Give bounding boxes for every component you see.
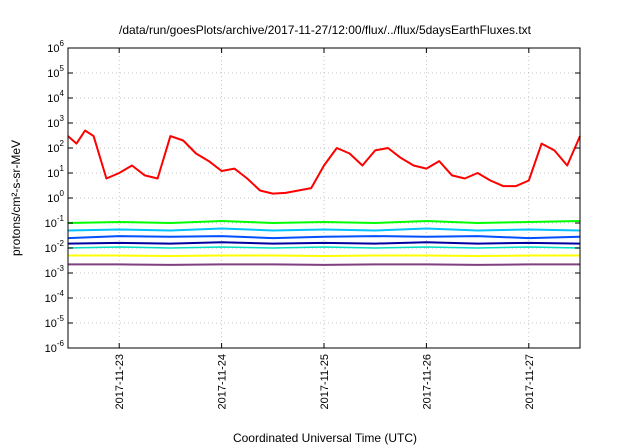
y-tick-exponent: 5 xyxy=(60,64,65,73)
x-tick-labels: 2017-11-23 2017-11-24 2017-11-25 2017-11-26… xyxy=(114,48,536,409)
y-tick-label: 101 xyxy=(47,164,64,180)
y-tick-label: 10-6 xyxy=(45,339,65,355)
y-tick-label: 106 xyxy=(47,39,64,55)
y-tick-base: 10 xyxy=(45,318,57,330)
x-tick-label: 2017-11-23 xyxy=(114,354,126,409)
x-tick-label: 2017-11-27 xyxy=(524,354,536,409)
y-tick-base: 10 xyxy=(47,193,59,205)
series-line-7 xyxy=(68,254,580,257)
y-tick-exponent: -4 xyxy=(57,289,65,298)
y-tick-label: 10-2 xyxy=(45,239,65,255)
y-tick-labels: 10-610-510-410-310-210-11001011021031041… xyxy=(45,39,580,355)
y-tick-exponent: 4 xyxy=(60,89,65,98)
series-line-4 xyxy=(67,235,581,240)
series-line-5 xyxy=(67,241,581,245)
series-line-2 xyxy=(67,220,581,224)
y-axis-label: protons/cm²-s-sr-MeV xyxy=(9,140,23,256)
y-tick-exponent: 3 xyxy=(60,114,65,123)
y-tick-label: 10-1 xyxy=(45,214,65,230)
y-tick-exponent: 0 xyxy=(60,189,65,198)
y-tick-label: 105 xyxy=(47,64,64,80)
y-tick-base: 10 xyxy=(45,243,57,255)
y-tick-exponent: 6 xyxy=(60,39,65,48)
y-tick-label: 102 xyxy=(47,139,64,155)
y-tick-exponent: -5 xyxy=(57,314,65,323)
y-tick-base: 10 xyxy=(47,143,59,155)
y-tick-base: 10 xyxy=(47,43,59,55)
series-line-6 xyxy=(67,246,581,249)
y-tick-exponent: -1 xyxy=(57,214,65,223)
y-tick-label: 104 xyxy=(47,89,64,105)
y-tick-label: 100 xyxy=(47,189,64,205)
y-tick-base: 10 xyxy=(47,118,59,130)
y-tick-base: 10 xyxy=(45,268,57,280)
y-tick-label: 10-3 xyxy=(45,264,65,280)
y-tick-label: 103 xyxy=(47,114,64,130)
y-tick-base: 10 xyxy=(47,68,59,80)
y-tick-exponent: 1 xyxy=(60,164,65,173)
y-tick-base: 10 xyxy=(47,93,59,105)
y-tick-base: 10 xyxy=(45,293,57,305)
chart-title: /data/run/goesPlots/archive/2017-11-27/1… xyxy=(119,23,532,37)
y-tick-base: 10 xyxy=(47,168,59,180)
y-tick-exponent: -2 xyxy=(57,239,65,248)
grid-lines xyxy=(68,48,580,348)
x-tick-label: 2017-11-24 xyxy=(217,354,229,409)
series-line-3 xyxy=(67,227,581,232)
series-line-8 xyxy=(68,263,580,266)
y-tick-exponent: 2 xyxy=(60,139,65,148)
y-tick-exponent: -6 xyxy=(57,339,65,348)
y-tick-label: 10-5 xyxy=(45,314,65,330)
y-tick-base: 10 xyxy=(45,218,57,230)
series-lines xyxy=(67,129,581,266)
y-tick-base: 10 xyxy=(45,343,57,355)
y-tick-exponent: -3 xyxy=(57,264,65,273)
series-line-1 xyxy=(67,129,581,195)
y-tick-label: 10-4 xyxy=(45,289,65,305)
x-tick-label: 2017-11-25 xyxy=(319,354,331,409)
x-tick-label: 2017-11-26 xyxy=(421,354,433,409)
x-axis-label: Coordinated Universal Time (UTC) xyxy=(233,431,417,445)
